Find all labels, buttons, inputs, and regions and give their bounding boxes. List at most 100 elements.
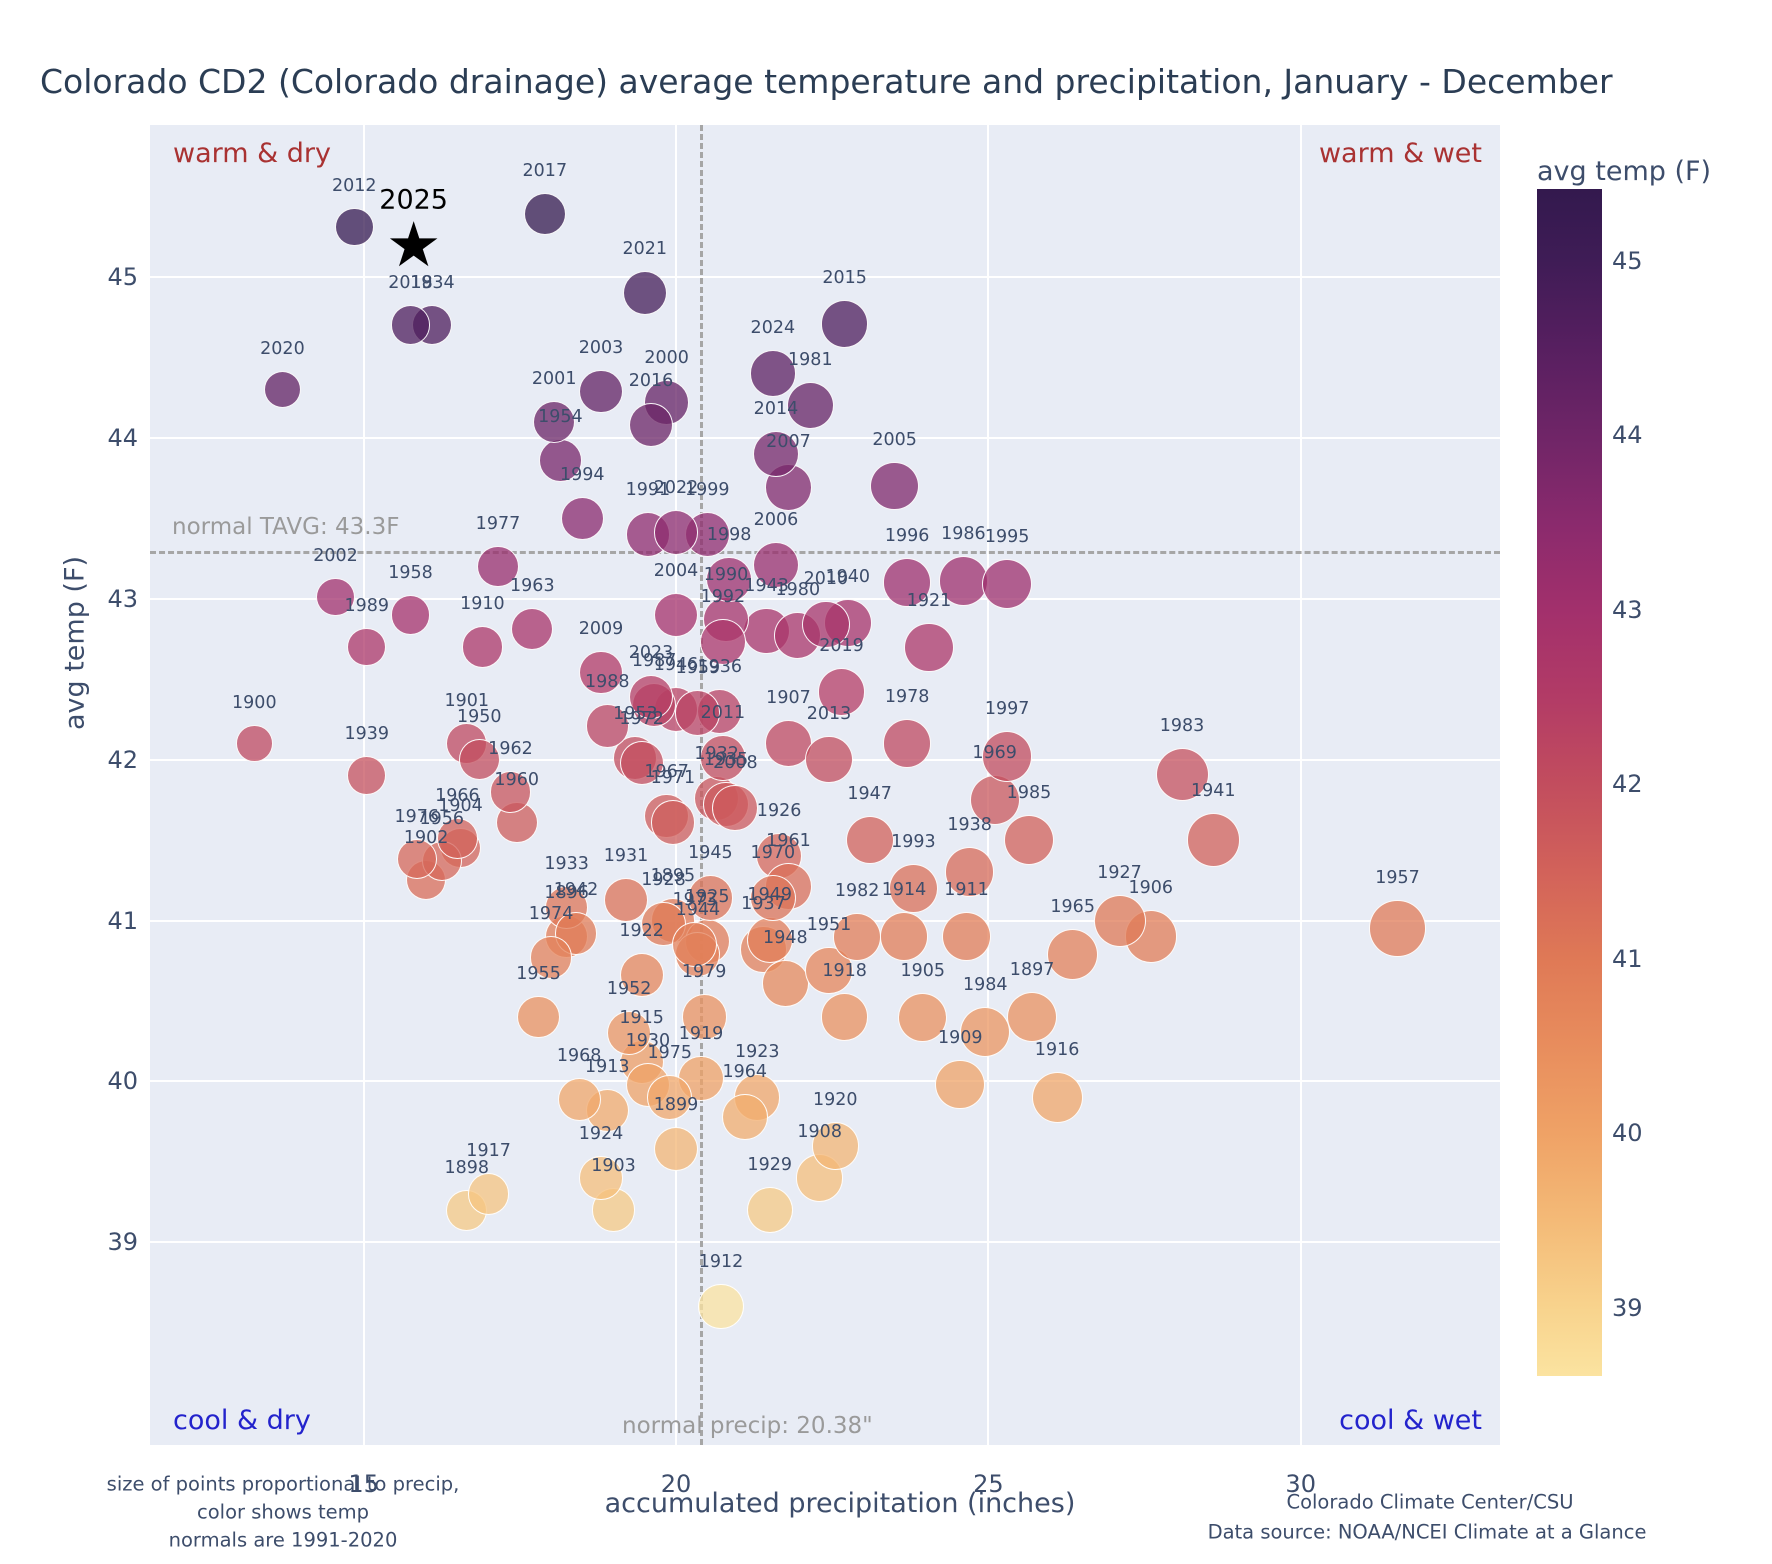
- data-point-2006[interactable]: [752, 541, 800, 589]
- x-gridline-30: [1299, 125, 1302, 1445]
- data-point-2021[interactable]: [622, 271, 667, 316]
- data-point-1962[interactable]: [489, 771, 532, 813]
- data-point-1995[interactable]: [981, 559, 1033, 610]
- data-point-1973[interactable]: [672, 922, 718, 968]
- data-point-2015[interactable]: [820, 299, 869, 348]
- data-point-1970[interactable]: [749, 874, 797, 922]
- year-label-1931: 1931: [603, 845, 649, 866]
- data-point-1914[interactable]: [879, 912, 929, 961]
- data-point-2018[interactable]: [390, 305, 431, 346]
- data-point-2013[interactable]: [805, 735, 853, 784]
- data-point-2010[interactable]: [802, 600, 850, 649]
- year-label-1991: 1991: [625, 480, 671, 501]
- data-point-1911[interactable]: [941, 911, 992, 962]
- star-marker-2025[interactable]: ★: [385, 207, 442, 281]
- data-point-1917[interactable]: [467, 1173, 510, 1215]
- year-label-1922: 1922: [619, 921, 664, 942]
- data-point-1939[interactable]: [347, 756, 387, 796]
- data-point-1912[interactable]: [698, 1283, 744, 1330]
- data-point-1985[interactable]: [1003, 814, 1055, 866]
- data-point-1955[interactable]: [517, 995, 560, 1039]
- data-point-2003[interactable]: [579, 369, 623, 413]
- data-point-1975[interactable]: [647, 1075, 693, 1120]
- data-point-1983[interactable]: [1155, 747, 1209, 801]
- data-point-2019[interactable]: [817, 668, 866, 716]
- data-point-2023[interactable]: [628, 674, 674, 720]
- data-point-1998[interactable]: [706, 556, 752, 603]
- data-point-1948[interactable]: [762, 959, 809, 1007]
- data-point-1984[interactable]: [960, 1006, 1011, 1057]
- data-point-1974[interactable]: [529, 936, 573, 979]
- data-point-1965[interactable]: [1047, 928, 1099, 980]
- data-point-1986[interactable]: [938, 556, 989, 606]
- data-point-1918[interactable]: [820, 993, 869, 1041]
- data-point-1959[interactable]: [675, 690, 721, 736]
- data-point-1907[interactable]: [765, 720, 812, 767]
- data-point-1993[interactable]: [889, 863, 938, 913]
- data-point-1957[interactable]: [1369, 900, 1426, 957]
- data-point-1910[interactable]: [461, 626, 503, 668]
- data-point-1897[interactable]: [1006, 991, 1058, 1043]
- data-point-2011[interactable]: [700, 735, 746, 781]
- data-point-1958[interactable]: [390, 595, 431, 635]
- data-point-2002[interactable]: [316, 578, 355, 617]
- data-point-2014[interactable]: [752, 430, 800, 478]
- data-point-1905[interactable]: [898, 992, 948, 1042]
- data-point-1920[interactable]: [811, 1122, 860, 1170]
- data-point-1899[interactable]: [653, 1126, 699, 1172]
- data-point-1971[interactable]: [650, 800, 696, 845]
- data-point-2022[interactable]: [653, 510, 699, 556]
- data-point-2005[interactable]: [870, 461, 919, 511]
- data-point-1922[interactable]: [619, 953, 664, 998]
- data-point-1979[interactable]: [681, 994, 727, 1040]
- data-point-1947[interactable]: [845, 816, 894, 865]
- data-point-1909[interactable]: [935, 1059, 986, 1110]
- data-point-1964[interactable]: [721, 1093, 768, 1140]
- data-point-1997[interactable]: [981, 731, 1033, 782]
- data-point-1941[interactable]: [1186, 813, 1240, 867]
- data-point-1994[interactable]: [560, 496, 604, 540]
- data-point-1929[interactable]: [746, 1186, 793, 1234]
- data-point-1976[interactable]: [396, 839, 437, 880]
- data-point-1977[interactable]: [477, 545, 519, 588]
- data-point-1938[interactable]: [944, 847, 995, 898]
- data-point-1927[interactable]: [1093, 894, 1146, 947]
- data-point-2016[interactable]: [628, 402, 674, 448]
- data-point-1952[interactable]: [607, 1011, 652, 1056]
- data-point-1924[interactable]: [579, 1156, 623, 1200]
- data-point-2017[interactable]: [523, 193, 566, 236]
- data-point-1900[interactable]: [236, 725, 273, 762]
- data-point-1931[interactable]: [604, 877, 648, 922]
- year-label-1930: 1930: [625, 1030, 671, 1051]
- data-point-2024[interactable]: [749, 350, 797, 397]
- year-label-2016: 2016: [628, 370, 674, 391]
- data-point-1921[interactable]: [904, 622, 954, 672]
- data-point-1966[interactable]: [437, 818, 478, 859]
- data-point-1945[interactable]: [687, 875, 734, 921]
- data-point-2001[interactable]: [532, 400, 576, 444]
- data-point-1963[interactable]: [511, 608, 554, 651]
- data-point-1950[interactable]: [458, 739, 500, 781]
- data-point-2012[interactable]: [335, 207, 374, 247]
- year-label-1961: 1961: [766, 831, 811, 852]
- data-point-1981[interactable]: [786, 382, 834, 430]
- data-point-1972[interactable]: [619, 740, 664, 785]
- data-point-2009[interactable]: [579, 651, 623, 695]
- data-point-2020[interactable]: [263, 371, 301, 409]
- year-label-1982: 1982: [834, 880, 880, 901]
- data-point-1968[interactable]: [557, 1077, 601, 1121]
- data-point-1978[interactable]: [882, 719, 932, 768]
- year-label-1921: 1921: [906, 590, 952, 611]
- data-point-1949[interactable]: [746, 916, 793, 964]
- data-point-1988[interactable]: [585, 704, 630, 748]
- data-point-2004[interactable]: [653, 592, 699, 638]
- year-label-1935: 1935: [703, 749, 749, 770]
- data-point-1982[interactable]: [833, 912, 882, 961]
- data-point-1954[interactable]: [539, 439, 582, 482]
- data-point-1916[interactable]: [1031, 1071, 1083, 1124]
- data-point-1969[interactable]: [969, 774, 1020, 825]
- data-point-1996[interactable]: [882, 558, 932, 608]
- data-point-1992[interactable]: [700, 619, 746, 665]
- data-point-1989[interactable]: [347, 627, 387, 667]
- data-point-2008[interactable]: [712, 785, 759, 831]
